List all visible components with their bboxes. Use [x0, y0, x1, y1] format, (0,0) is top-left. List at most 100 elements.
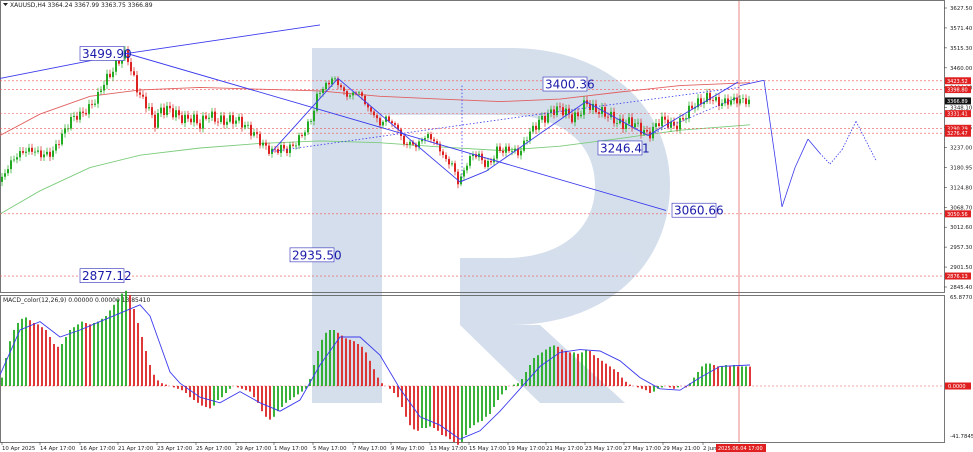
candle-body	[334, 78, 336, 80]
price-tag-label: 3050.56	[947, 212, 968, 218]
candle-body	[244, 125, 246, 128]
candle-body	[52, 150, 54, 157]
candle-body	[502, 150, 504, 153]
candle-body	[466, 165, 468, 171]
level-label-box	[542, 76, 588, 92]
candle-body	[133, 71, 135, 76]
candle-body	[670, 121, 672, 128]
candle-body	[499, 146, 501, 151]
candle-body	[679, 118, 681, 130]
candle-body	[424, 137, 426, 140]
candle-body	[136, 75, 138, 93]
price-tags: 3423.52 3398.80 3366.89 3331.41 3290.293276.…	[945, 77, 971, 280]
candle-body	[265, 142, 267, 146]
x-tick-label: 21 Apr 17:00	[118, 446, 154, 452]
candle-body	[400, 129, 402, 136]
macd-signal-line	[0, 304, 751, 440]
candle-body	[658, 123, 660, 127]
candle-body	[181, 115, 183, 124]
candle-body	[526, 140, 528, 142]
candle-body	[379, 118, 381, 126]
y-tick-label: 3068.70	[950, 205, 973, 211]
candle-body	[100, 90, 102, 93]
x-tick-label: 23 Apr 17:00	[157, 446, 193, 452]
candle-body	[538, 119, 540, 130]
candle-body	[544, 115, 546, 123]
candle-body	[292, 144, 294, 146]
candle-body	[28, 147, 30, 152]
forecast-segment	[739, 79, 765, 86]
candle-body	[295, 145, 297, 147]
candle-body	[418, 141, 420, 148]
candle-body	[142, 94, 144, 97]
candle-body	[478, 153, 480, 158]
candle-body	[61, 133, 63, 145]
candle-body	[202, 115, 204, 129]
candle-body	[616, 123, 618, 124]
candle-body	[463, 170, 465, 177]
candle-body	[631, 117, 633, 128]
y-tick-label: 3571.40	[950, 26, 973, 32]
candle-body	[472, 154, 474, 157]
candle-body	[16, 157, 18, 160]
candle-body	[160, 107, 162, 114]
level-label-box	[597, 140, 643, 156]
candle-body	[46, 151, 48, 155]
candle-body	[394, 123, 396, 125]
price-tag-box	[945, 210, 971, 218]
symbol-header: XAUUSD,H4 3364.24 3367.99 3363.75 3366.8…	[10, 2, 153, 9]
price-tag-box	[945, 124, 971, 132]
forecast-path	[739, 79, 877, 208]
current-time-tag-box	[716, 444, 766, 452]
trend-line	[126, 53, 667, 211]
candle-body	[421, 139, 423, 142]
candle-body	[748, 99, 750, 105]
candle-body	[628, 117, 630, 124]
candle-body	[298, 135, 300, 146]
candle-body	[67, 128, 69, 130]
macd-tick-label: 65.8770	[950, 295, 973, 301]
price-tag-label: 2876.13	[947, 274, 968, 280]
candle-body	[640, 122, 642, 135]
x-tick-label: 27 May 17:00	[624, 446, 662, 452]
candle-body	[697, 98, 699, 108]
candle-body	[505, 146, 507, 153]
forecast-segment	[829, 149, 843, 165]
candle-body	[109, 73, 111, 78]
candle-body	[340, 85, 342, 88]
x-tick-label: 1 May 17:00	[274, 446, 308, 452]
candle-body	[541, 115, 543, 120]
x-tick-label: 29 Apr 17:00	[236, 446, 272, 452]
y-tick-label: 3180.95	[950, 165, 972, 171]
candle-body	[709, 92, 711, 101]
candle-body	[685, 118, 687, 120]
candle-body	[220, 115, 222, 123]
level-label-box	[289, 247, 335, 263]
candle-body	[643, 130, 645, 135]
candle-body	[742, 98, 744, 100]
candle-body	[166, 105, 168, 115]
candle-body	[115, 59, 117, 72]
candle-body	[22, 151, 24, 153]
macd-axis: 65.8770 -41.7845 0.0000	[945, 295, 973, 440]
candle-body	[637, 122, 639, 124]
price-tag-label: 3276.47	[947, 131, 968, 137]
candle-body	[82, 111, 84, 113]
candle-body	[610, 111, 612, 118]
collapse-triangle-icon[interactable]	[3, 3, 8, 6]
level-label-box	[79, 268, 125, 283]
candle-body	[118, 59, 120, 64]
candle-body	[97, 92, 99, 104]
candle-body	[217, 121, 219, 123]
candle-body	[193, 114, 195, 123]
level-label-box	[671, 202, 717, 218]
candle-body	[469, 156, 471, 166]
candle-body	[736, 97, 738, 104]
candle-body	[313, 110, 315, 122]
candle-body	[415, 144, 417, 148]
candle-body	[613, 111, 615, 124]
candle-body	[712, 100, 714, 101]
candle-body	[10, 160, 12, 170]
candle-body	[367, 104, 369, 108]
candle-body	[43, 154, 45, 158]
